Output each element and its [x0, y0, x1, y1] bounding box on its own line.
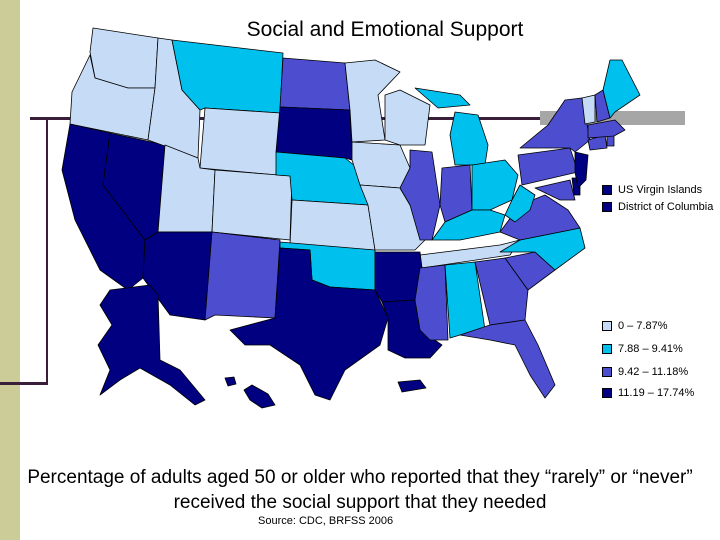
state-texas	[229, 247, 389, 401]
state-illinois	[399, 149, 441, 241]
legend-swatch	[602, 202, 612, 212]
caption-line-2: received the social support that they ne…	[173, 492, 547, 513]
state-wyoming	[199, 107, 281, 176]
state-kansas	[289, 199, 376, 251]
state-iowa	[351, 141, 411, 189]
state-minnesota	[344, 59, 401, 143]
legend-swatch	[602, 388, 612, 398]
state-arkansas	[374, 251, 423, 303]
map-caption: Percentage of adults aged 50 or older wh…	[0, 465, 720, 515]
legend-range-2: 7.88 – 9.41%	[602, 343, 683, 355]
state-alaska	[97, 284, 206, 406]
state-kentucky	[431, 209, 506, 241]
state-new-york	[519, 97, 591, 153]
state-new-jersey	[574, 151, 589, 189]
slide-rule-bottom	[0, 382, 48, 385]
territory-puerto-rico	[397, 379, 427, 393]
state-pennsylvania	[517, 147, 579, 186]
legend-label: 11.19 – 17.74%	[618, 387, 695, 399]
legend-range-1: 0 – 7.87%	[602, 320, 668, 332]
legend-swatch	[602, 344, 612, 354]
legend-swatch	[602, 367, 612, 377]
legend-swatch	[602, 185, 612, 195]
state-rhode-island	[606, 135, 615, 147]
state-colorado	[211, 169, 293, 241]
state-maryland	[534, 179, 576, 201]
state-hawaii-small	[224, 376, 237, 387]
legend-label: 9.42 – 11.18%	[618, 366, 689, 378]
state-hawaii	[243, 384, 276, 409]
state-maine	[602, 59, 641, 119]
legend-territory-dc: District of Columbia	[602, 201, 713, 213]
legend-range-4: 11.19 – 17.74%	[602, 387, 694, 399]
source-note: Source: CDC, BRFSS 2006	[258, 515, 394, 527]
map-title: Social and Emotional Support	[246, 18, 524, 41]
state-new-mexico	[204, 231, 281, 321]
legend-range-3: 9.42 – 11.18%	[602, 366, 688, 378]
legend-label: District of Columbia	[618, 201, 714, 213]
state-south-dakota	[275, 106, 353, 161]
legend-swatch	[602, 321, 612, 331]
legend-territory-usvi: US Virgin Islands	[602, 184, 702, 196]
state-georgia	[474, 257, 529, 326]
state-north-dakota	[279, 57, 351, 111]
state-west-virginia	[504, 184, 536, 223]
state-michigan	[449, 111, 489, 166]
state-florida	[459, 319, 556, 399]
state-mississippi	[414, 264, 449, 341]
legend-label: US Virgin Islands	[618, 184, 703, 196]
state-wisconsin	[384, 89, 431, 146]
state-vermont	[581, 94, 596, 125]
state-michigan-upper	[414, 87, 471, 109]
state-massachusetts	[587, 119, 626, 139]
legend-label: 0 – 7.87%	[618, 320, 668, 332]
slide-side-bar	[0, 0, 20, 540]
state-washington	[89, 27, 159, 89]
legend-label: 7.88 – 9.41%	[618, 343, 683, 355]
caption-line-1: Percentage of adults aged 50 or older wh…	[27, 467, 693, 488]
slide-rule-vertical	[46, 117, 48, 385]
